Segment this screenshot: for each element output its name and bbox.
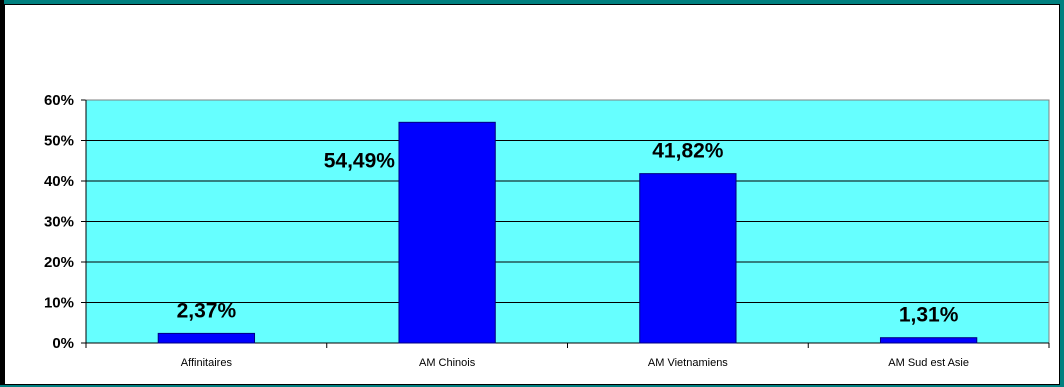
bar: [639, 173, 737, 344]
left-edge-border: [0, 0, 4, 387]
data-label: 2,37%: [177, 299, 237, 322]
x-tick-label: AM Chinois: [419, 357, 476, 369]
bar: [157, 332, 256, 344]
bottom-border: [0, 385, 1064, 387]
x-tick-label: Affinitaires: [181, 357, 233, 369]
data-label: 41,82%: [652, 140, 724, 163]
bar: [879, 337, 978, 344]
data-label: 1,31%: [899, 304, 959, 327]
data-label: 54,49%: [324, 149, 396, 172]
x-tick-label: AM Vietnamiens: [648, 357, 728, 369]
x-tick-label: AM Sud est Asie: [888, 357, 969, 369]
y-tick-label: 50%: [44, 133, 74, 150]
y-tick-label: 0%: [52, 335, 74, 352]
y-tick-label: 40%: [44, 173, 74, 190]
y-tick-label: 10%: [44, 295, 74, 312]
y-tick-label: 20%: [44, 254, 74, 271]
y-tick-label: 30%: [44, 214, 74, 231]
y-tick-label: 60%: [44, 92, 74, 109]
bar: [398, 121, 496, 344]
